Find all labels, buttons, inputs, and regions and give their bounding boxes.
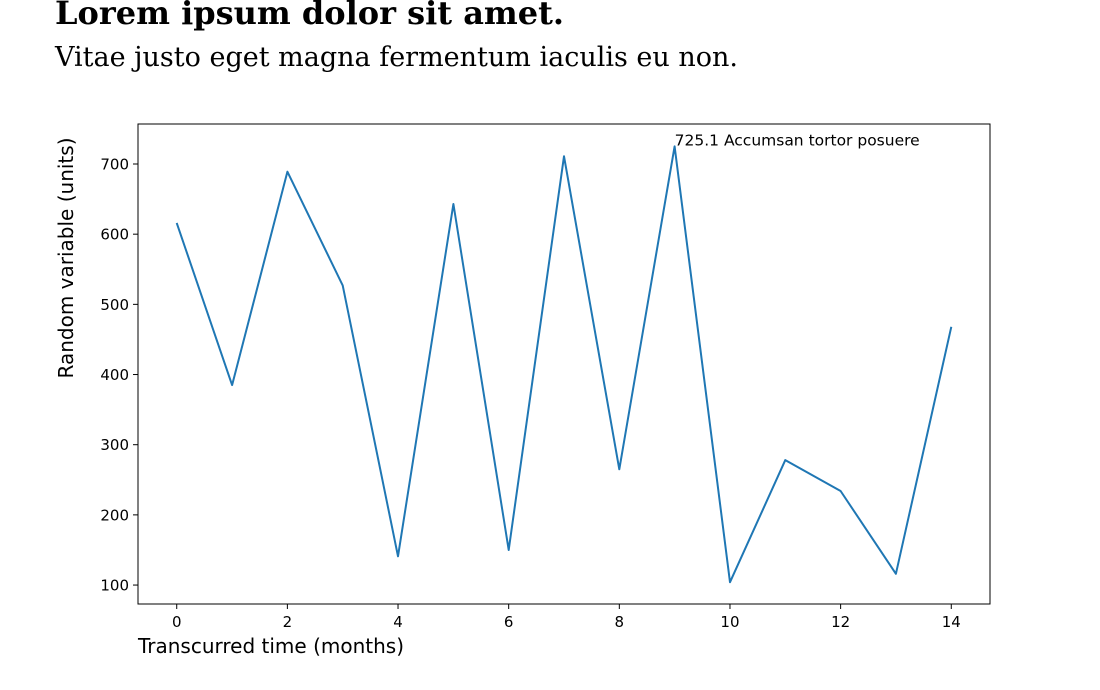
- y-axis-label: Random variable (units): [54, 138, 78, 379]
- x-tick-label: 8: [615, 613, 625, 631]
- x-tick-label: 10: [720, 613, 739, 631]
- y-tick-label: 600: [100, 226, 129, 244]
- y-tick-label: 400: [100, 366, 129, 384]
- y-tick-label: 500: [100, 296, 129, 314]
- x-axis-label: Transcurred time (months): [137, 634, 404, 658]
- chart-title: Lorem ipsum dolor sit amet.: [55, 0, 565, 32]
- x-tick-label: 4: [393, 613, 403, 631]
- y-tick-label: 100: [100, 577, 129, 595]
- x-tick-label: 14: [942, 613, 961, 631]
- annotation-label: 725.1 Accumsan tortor posuere: [675, 131, 920, 149]
- x-tick-label: 12: [831, 613, 850, 631]
- y-tick-label: 200: [100, 506, 129, 524]
- y-tick-label: 700: [100, 156, 129, 174]
- y-tick-label: 300: [100, 436, 129, 454]
- x-tick-label: 6: [504, 613, 514, 631]
- x-tick-label: 2: [283, 613, 293, 631]
- series-line-0: [175, 145, 953, 584]
- chart-subtitle: Vitae justo eget magna fermentum iaculis…: [55, 42, 738, 73]
- plot-area-frame: [137, 123, 991, 605]
- x-tick-label: 0: [172, 613, 182, 631]
